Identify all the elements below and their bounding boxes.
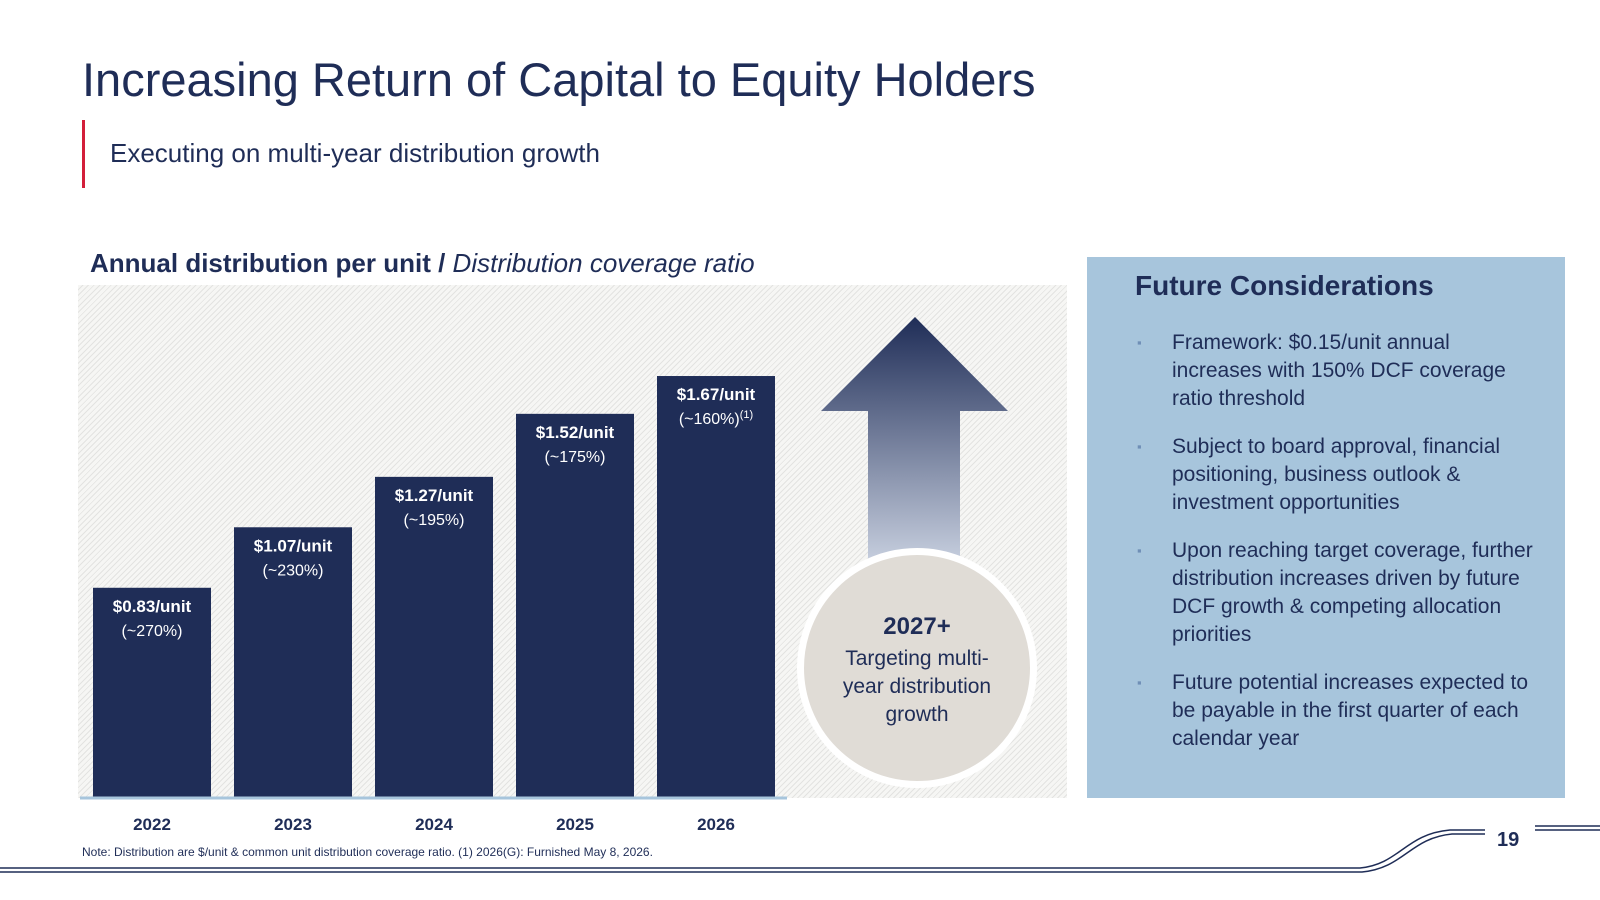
future-considerations-panel: Future Considerations ▪ Framework: $0.15/… bbox=[1087, 257, 1565, 798]
footer-swoosh bbox=[0, 825, 1600, 873]
page-subtitle: Executing on multi-year distribution gro… bbox=[110, 138, 600, 168]
list-item: ▪ Subject to board approval, financial po… bbox=[1135, 433, 1545, 517]
square-bullet-icon: ▪ bbox=[1137, 675, 1142, 690]
bar bbox=[657, 376, 775, 797]
up-arrow-icon bbox=[821, 317, 1008, 560]
list-item-text: Framework: $0.15/unit annual increases w… bbox=[1172, 331, 1506, 410]
list-item: ▪ Future potential increases expected to … bbox=[1135, 669, 1545, 753]
outlook-year: 2027+ bbox=[883, 613, 951, 640]
bar-value-label: $0.83/unit bbox=[113, 597, 192, 616]
bar-coverage-label: (~175%) bbox=[545, 449, 606, 466]
bar-value-label: $1.52/unit bbox=[536, 423, 615, 442]
x-axis-tick-label: 2023 bbox=[274, 815, 312, 834]
future-considerations-list: ▪ Framework: $0.15/unit annual increases … bbox=[1135, 329, 1545, 753]
bar bbox=[375, 476, 493, 797]
square-bullet-icon: ▪ bbox=[1137, 543, 1142, 558]
outlook-text: Targeting multi-year distribution growth bbox=[842, 647, 992, 726]
list-item: ▪ Upon reaching target coverage, further … bbox=[1135, 537, 1545, 649]
future-considerations-title: Future Considerations bbox=[1135, 270, 1434, 301]
outlook-circle: 2027+ Targeting multi-year distribution … bbox=[797, 548, 1037, 788]
chart-title-bold: Annual distribution per unit / bbox=[90, 248, 446, 278]
list-item: ▪ Framework: $0.15/unit annual increases … bbox=[1135, 329, 1545, 413]
subtitle-accent-bar bbox=[82, 120, 85, 188]
bar bbox=[516, 413, 634, 797]
bar-footnote-marker: (1) bbox=[740, 409, 753, 421]
bar-value-label: $1.67/unit bbox=[677, 385, 756, 404]
bar-coverage-label: (~160%)(1) bbox=[679, 409, 753, 428]
bar-coverage-label: (~195%) bbox=[404, 512, 465, 529]
chart-title-italic: Distribution coverage ratio bbox=[452, 248, 755, 278]
list-item-text: Upon reaching target coverage, further d… bbox=[1172, 539, 1533, 646]
footnote: Note: Distribution are $/unit & common u… bbox=[82, 845, 653, 859]
x-axis-tick-label: 2026 bbox=[697, 815, 735, 834]
bar-value-label: $1.27/unit bbox=[395, 486, 474, 505]
x-axis-tick-label: 2024 bbox=[415, 815, 453, 834]
x-axis-tick-label: 2022 bbox=[133, 815, 171, 834]
bar-value-label: $1.07/unit bbox=[254, 536, 333, 555]
chart-title: Annual distribution per unit / Distribut… bbox=[90, 248, 755, 279]
square-bullet-icon: ▪ bbox=[1137, 335, 1142, 350]
bar-coverage-label: (~270%) bbox=[122, 623, 183, 640]
page-number: 19 bbox=[1497, 829, 1520, 851]
list-item-text: Subject to board approval, financial pos… bbox=[1172, 435, 1501, 514]
bar bbox=[234, 527, 352, 797]
square-bullet-icon: ▪ bbox=[1137, 439, 1142, 454]
bar-coverage-label: (~230%) bbox=[263, 562, 324, 579]
list-item-text: Future potential increases expected to b… bbox=[1172, 671, 1529, 750]
x-axis-tick-label: 2025 bbox=[556, 815, 594, 834]
bar bbox=[93, 587, 211, 797]
page-title: Increasing Return of Capital to Equity H… bbox=[82, 53, 1036, 106]
